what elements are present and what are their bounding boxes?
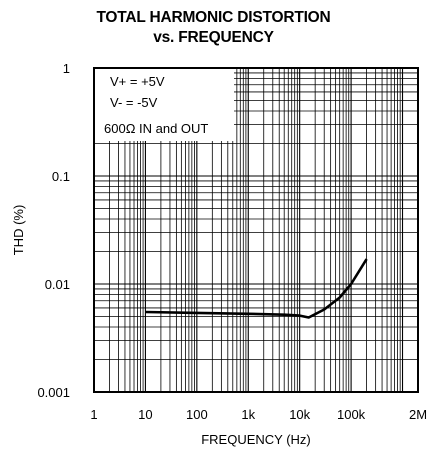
tick-labels: 1 10 100 1k 10k 100k 2M 1 0.1 0.01 0.001: [37, 61, 427, 422]
x-tick-label: 10: [138, 407, 152, 422]
chart-title: TOTAL HARMONIC DISTORTION: [96, 9, 331, 26]
plot-frame: [93, 67, 419, 393]
x-tick-label: 1k: [241, 407, 255, 422]
y-axis-label: THD (%): [11, 205, 26, 256]
series-lines: [145, 258, 368, 319]
annotation-vplus: V+ = +5V: [110, 74, 165, 89]
legend-background: [94, 68, 234, 141]
y-tick-label: 0.001: [37, 385, 70, 400]
y-tick-label: 0.01: [45, 277, 70, 292]
y-tick-label: 0.1: [52, 169, 70, 184]
legend-box: V+ = +5V V- = -5V 600Ω IN and OUT: [94, 68, 234, 141]
chart-subtitle: vs. FREQUENCY: [153, 29, 274, 46]
annotation-vminus: V- = -5V: [110, 95, 158, 110]
y-tick-label: 1: [63, 61, 70, 76]
annotation-load: 600Ω IN and OUT: [104, 121, 208, 136]
thd-series-line: [145, 258, 368, 319]
x-tick-label: 1: [90, 407, 97, 422]
x-tick-label: 2M: [409, 407, 427, 422]
x-tick-label: 10k: [289, 407, 310, 422]
x-tick-label: 100: [186, 407, 208, 422]
x-tick-label: 100k: [337, 407, 366, 422]
x-axis-label: FREQUENCY (Hz): [201, 432, 311, 447]
